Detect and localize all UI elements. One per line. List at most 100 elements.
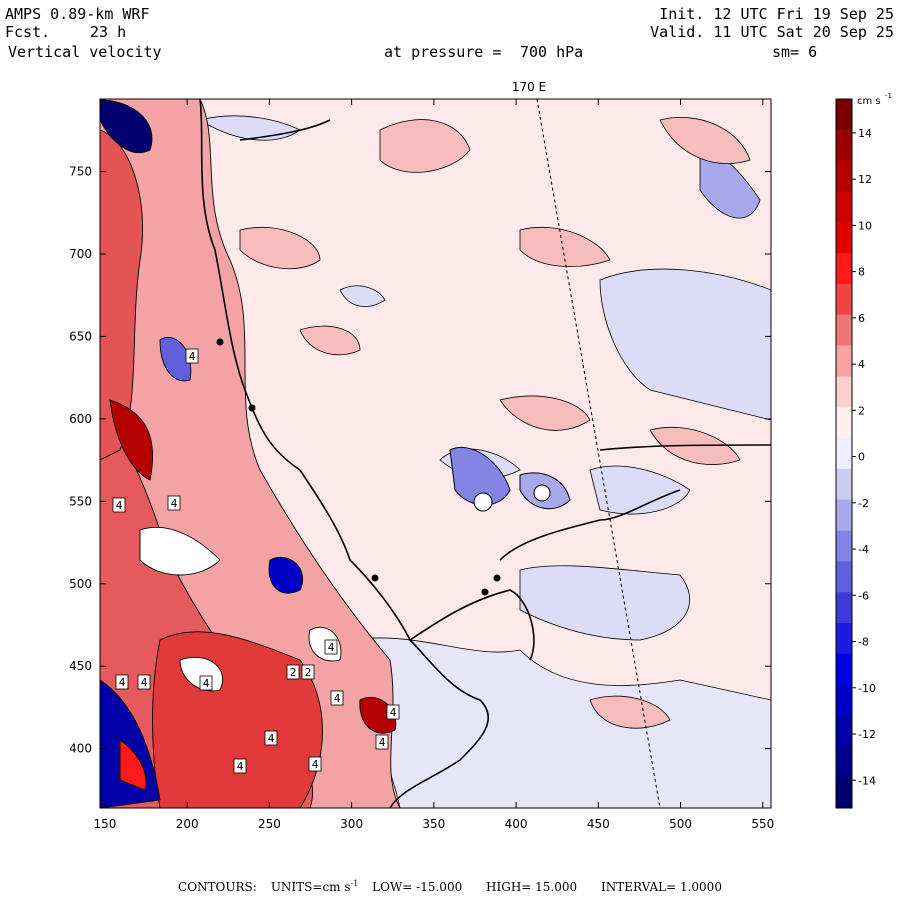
colorbar-labels: 14 12 10 8 6 4 2 0 -2 -4 -6 -8 -10 -12 -14: [852, 127, 876, 787]
colorbar-label: 12: [858, 173, 872, 186]
weak-downward-region: [198, 115, 771, 808]
contour-label-text: 4: [119, 676, 126, 689]
colorbar-units-exponent: -1: [885, 92, 892, 100]
colorbar-units: cm s: [857, 96, 881, 107]
colorbar-label: -14: [858, 774, 876, 787]
x-tick-label: 300: [340, 817, 363, 831]
x-tick-label: 400: [505, 817, 528, 831]
colorbar-label: 0: [858, 451, 865, 464]
colorbar-swatch: [836, 99, 852, 131]
colorbar-swatch: [836, 407, 852, 439]
colorbar-swatch: [836, 253, 852, 285]
colorbar-swatch: [836, 653, 852, 686]
colorbar-swatch: [836, 623, 852, 655]
contour-label: 4: [264, 730, 278, 746]
contour-label-text: 4: [390, 706, 397, 719]
y-axis: 750 700 650 600 550 500 450 400: [69, 165, 771, 756]
contour-label-text: 4: [171, 497, 178, 510]
colorbar-label: 14: [858, 127, 872, 140]
x-tick-label: 250: [258, 817, 281, 831]
map-frame: [99, 98, 772, 809]
contours-interval: INTERVAL= 1.0000: [601, 880, 722, 894]
colorbar-swatch: [836, 129, 852, 162]
contour-labels: 4 4 4 4 4 4 4 4 4 4 2 2 4 4 4: [112, 348, 400, 774]
y-tick-label: 600: [69, 412, 92, 426]
pressure-value: 700 hPa: [520, 43, 584, 61]
meridian-label: 170 E: [512, 80, 546, 94]
map-plot: [100, 99, 771, 808]
contour-label: 4: [185, 348, 199, 364]
model-title: AMPS 0.89-km WRF: [5, 5, 150, 23]
colorbar-swatch: [836, 530, 852, 562]
colorbar-swatch: [836, 438, 852, 470]
colorbar-swatch: [836, 314, 852, 347]
colorbar-label: -10: [858, 682, 876, 695]
init-time: Init. 12 UTC Fri 19 Sep 25: [659, 5, 894, 23]
contour-info: CONTOURS: UNITS=cm s-1 LOW= -15.000 HIGH=…: [0, 879, 900, 894]
y-tick-label: 650: [69, 329, 92, 343]
x-axis: 150 200 250 300 350 400 450 500 550: [93, 99, 774, 831]
pressure-label: at pressure =: [384, 43, 502, 61]
contours-low: LOW= -15.000: [372, 880, 463, 894]
colorbar-label: 4: [858, 358, 865, 371]
forecast-hours: 23 h: [90, 23, 127, 41]
contour-label: 4: [115, 674, 129, 690]
colorbar-swatch: [836, 592, 852, 624]
contours-units: UNITS=cm s: [270, 880, 351, 894]
colorbar-label: -4: [858, 543, 869, 556]
colorbar-label: 10: [858, 219, 872, 232]
x-tick-label: 500: [669, 817, 692, 831]
colorbar-label: 6: [858, 312, 865, 325]
contour-label: 4: [330, 690, 344, 706]
contour-label-text: 2: [290, 666, 297, 679]
y-tick-label: 750: [69, 165, 92, 179]
x-tick-label: 200: [176, 817, 199, 831]
contour-label-text: 4: [116, 499, 123, 512]
contour-label: 4: [199, 675, 213, 691]
contour-label: 4: [137, 674, 151, 690]
colorbar-label: 2: [858, 404, 865, 417]
colorbar-label: 8: [858, 266, 865, 279]
colorbar-swatch: [836, 468, 852, 501]
colorbar-swatch: [836, 746, 852, 778]
contour-label-text: 4: [268, 732, 275, 745]
colorbar-label: -8: [858, 636, 869, 649]
y-tick-label: 400: [69, 742, 92, 756]
contour-label: 4: [167, 495, 181, 511]
x-tick-label: 450: [587, 817, 610, 831]
x-tick-label: 350: [422, 817, 445, 831]
contour-label: 4: [233, 758, 247, 774]
colorbar-label: -2: [858, 497, 869, 510]
contour-label: 2: [286, 664, 300, 680]
field-name: Vertical velocity: [8, 43, 162, 61]
contour-label-text: 4: [203, 677, 210, 690]
colorbar-swatch: [836, 160, 852, 192]
contour-label: 4: [324, 639, 338, 655]
contour-label-text: 4: [379, 736, 386, 749]
y-tick-label: 700: [69, 247, 92, 261]
contour-label-text: 4: [328, 641, 335, 654]
colorbar-frame: [835, 98, 853, 809]
contours-units-exponent: -1: [350, 879, 359, 888]
colorbar-swatch: [836, 191, 852, 223]
island-features: [216, 338, 571, 596]
colorbar-swatch: [836, 283, 852, 316]
x-tick-label: 550: [751, 817, 774, 831]
contour-label-text: 4: [189, 350, 196, 363]
colorbar: [835, 98, 853, 809]
colorbar-swatch: [836, 777, 852, 809]
colorbar-swatch: [836, 345, 852, 377]
colorbar-label: -6: [858, 589, 869, 602]
contour-label-text: 4: [334, 692, 341, 705]
strong-signal-region: [100, 99, 401, 808]
colorbar-swatch: [836, 684, 852, 717]
contour-label: 4: [112, 497, 126, 513]
colorbar-swatch: [836, 222, 852, 254]
colorbar-swatch: [836, 376, 852, 408]
contour-label: 4: [375, 734, 389, 750]
contour-label-text: 4: [237, 760, 244, 773]
coastline: [199, 99, 771, 808]
contours-label: CONTOURS:: [178, 880, 257, 894]
contour-label: 4: [386, 704, 400, 720]
